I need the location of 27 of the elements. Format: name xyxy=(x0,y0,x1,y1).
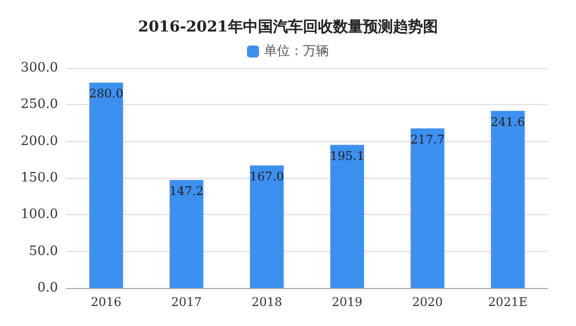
x-tick-label: 2021E xyxy=(488,295,528,309)
legend-label: 单位：万辆 xyxy=(264,44,329,59)
x-tick-label: 2017 xyxy=(171,295,202,309)
y-tick-label: 200.0 xyxy=(20,134,58,149)
y-tick-label: 50.0 xyxy=(29,244,58,259)
y-tick-label: 100.0 xyxy=(20,207,58,222)
data-label: 195.1 xyxy=(330,148,364,163)
chart-title: 2016-2021年中国汽车回收数量预测趋势图 xyxy=(138,18,438,36)
data-label: 217.7 xyxy=(410,132,445,146)
x-tick-label: 2019 xyxy=(332,295,362,309)
bar xyxy=(490,110,525,288)
y-tick-label: 300.0 xyxy=(20,60,58,76)
data-label: 147.2 xyxy=(169,184,204,198)
data-label: 241.6 xyxy=(490,114,526,129)
data-label: 167.0 xyxy=(250,170,284,184)
x-tick-label: 2016 xyxy=(90,295,122,309)
y-tick-label: 150.0 xyxy=(20,170,58,186)
x-tick-label: 2020 xyxy=(412,295,443,309)
bar xyxy=(170,180,204,288)
y-tick-label: 250.0 xyxy=(20,97,58,112)
x-tick-label: 2018 xyxy=(252,295,282,309)
y-tick-label: 0.0 xyxy=(37,280,58,296)
data-label: 280.0 xyxy=(88,86,124,101)
bar xyxy=(250,166,284,288)
bar xyxy=(330,144,364,288)
bar xyxy=(89,82,124,288)
bar xyxy=(410,128,444,288)
